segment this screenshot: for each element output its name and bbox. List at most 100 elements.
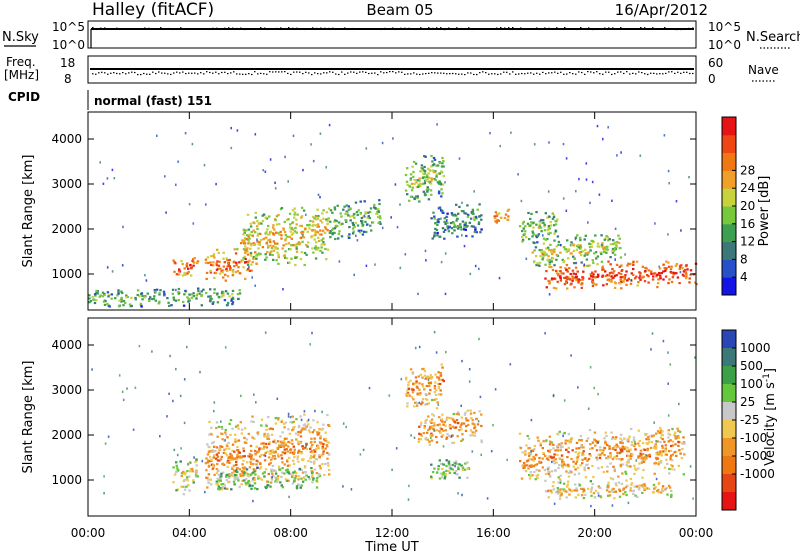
heatmap-cell [192,261,196,264]
heatmap-cell [451,468,454,471]
heatmap-cell [563,431,566,435]
heatmap-cell [556,235,560,238]
heatmap-cell [632,436,636,439]
nave-point [536,72,538,74]
heatmap-cell [93,301,97,305]
heatmap-cell [187,270,190,274]
heatmap-cell [441,420,444,423]
heatmap-cell [572,272,575,275]
heatmap-cell [608,272,612,275]
heatmap-cell [412,170,415,174]
heatmap-cell [292,452,295,456]
heatmap-cell [252,471,255,474]
heatmap-cell [296,213,299,216]
heatmap-cell [102,300,106,303]
nave-point [443,72,445,74]
heatmap-cell [577,447,581,450]
heatmap-cell [352,223,355,226]
heatmap-cell [596,255,599,258]
heatmap-cell [418,393,421,396]
heatmap-cell [189,263,192,267]
heatmap-cell [617,272,621,275]
heatmap-cell [589,490,593,493]
heatmap-cell [249,222,252,225]
heatmap-cell [655,445,658,448]
heatmap-cell [552,443,555,446]
heatmap-cell [177,287,181,291]
heatmap-cell [634,467,637,470]
heatmap-cell [242,469,246,472]
nsearch-point [220,28,222,30]
heatmap-cell [433,384,437,388]
heatmap-cell [635,260,639,263]
nave-point [158,71,160,73]
heatmap-cell [237,439,241,442]
heatmap-cell [134,296,137,300]
heatmap-cell [234,469,238,472]
heatmap-cell [577,246,580,249]
heatmap-cell [618,488,621,491]
heatmap-cell [461,201,463,204]
heatmap-cell [528,477,532,480]
nave-point [404,73,406,75]
heatmap-cell [410,189,414,192]
heatmap-cell [267,239,270,242]
heatmap-cell [611,251,615,254]
heatmap-cell [238,289,241,292]
heatmap-cell [311,229,314,232]
heatmap-cell [234,457,237,460]
heatmap-cell [430,421,433,424]
heatmap-cell [569,252,572,255]
nave-point [650,72,652,74]
heatmap-cell [453,471,456,474]
heatmap-cell [245,438,249,441]
heatmap-cell [273,454,276,457]
heatmap-cell [378,215,382,218]
heatmap-cell [182,470,185,473]
heatmap-cell [680,229,682,232]
nave-point [500,73,502,75]
heatmap-cell [279,481,282,484]
power-colorbar-swatch [722,152,736,171]
heatmap-cell [187,267,190,270]
heatmap-cell [669,456,672,459]
heatmap-cell [378,202,381,206]
heatmap-cell [296,242,300,245]
heatmap-cell [579,278,582,282]
heatmap-cell [416,402,419,405]
heatmap-cell [359,212,362,215]
heatmap-cell [607,126,609,129]
heatmap-cell [619,463,622,466]
heatmap-cell [625,283,628,286]
heatmap-cell [287,180,289,183]
heatmap-cell [274,469,277,473]
heatmap-cell [588,246,592,249]
heatmap-cell [659,431,662,434]
nsearch-trace [92,27,694,31]
heatmap-cell [650,348,652,351]
heatmap-cell [605,434,608,438]
heatmap-cell [627,437,630,440]
heatmap-cell [322,241,325,244]
heatmap-cell [269,240,272,244]
heatmap-cell [286,471,289,474]
heatmap-cell [243,240,246,243]
heatmap-cell [548,440,552,443]
heatmap-cell [563,276,566,279]
heatmap-cell [653,421,655,424]
heatmap-cell [283,448,286,451]
heatmap-cell [664,275,668,278]
heatmap-cell [313,437,316,440]
heatmap-cell [598,193,601,196]
nsearch-point [188,28,190,31]
heatmap-cell [567,465,570,468]
heatmap-cell [585,162,588,165]
heatmap-cell [535,469,538,472]
heatmap-cell [477,222,481,226]
heatmap-cell [639,154,642,157]
heatmap-cell [308,431,312,434]
heatmap-cell [314,233,317,236]
nave-point [119,73,121,75]
heatmap-cell [673,433,676,436]
heatmap-cell [364,211,367,214]
